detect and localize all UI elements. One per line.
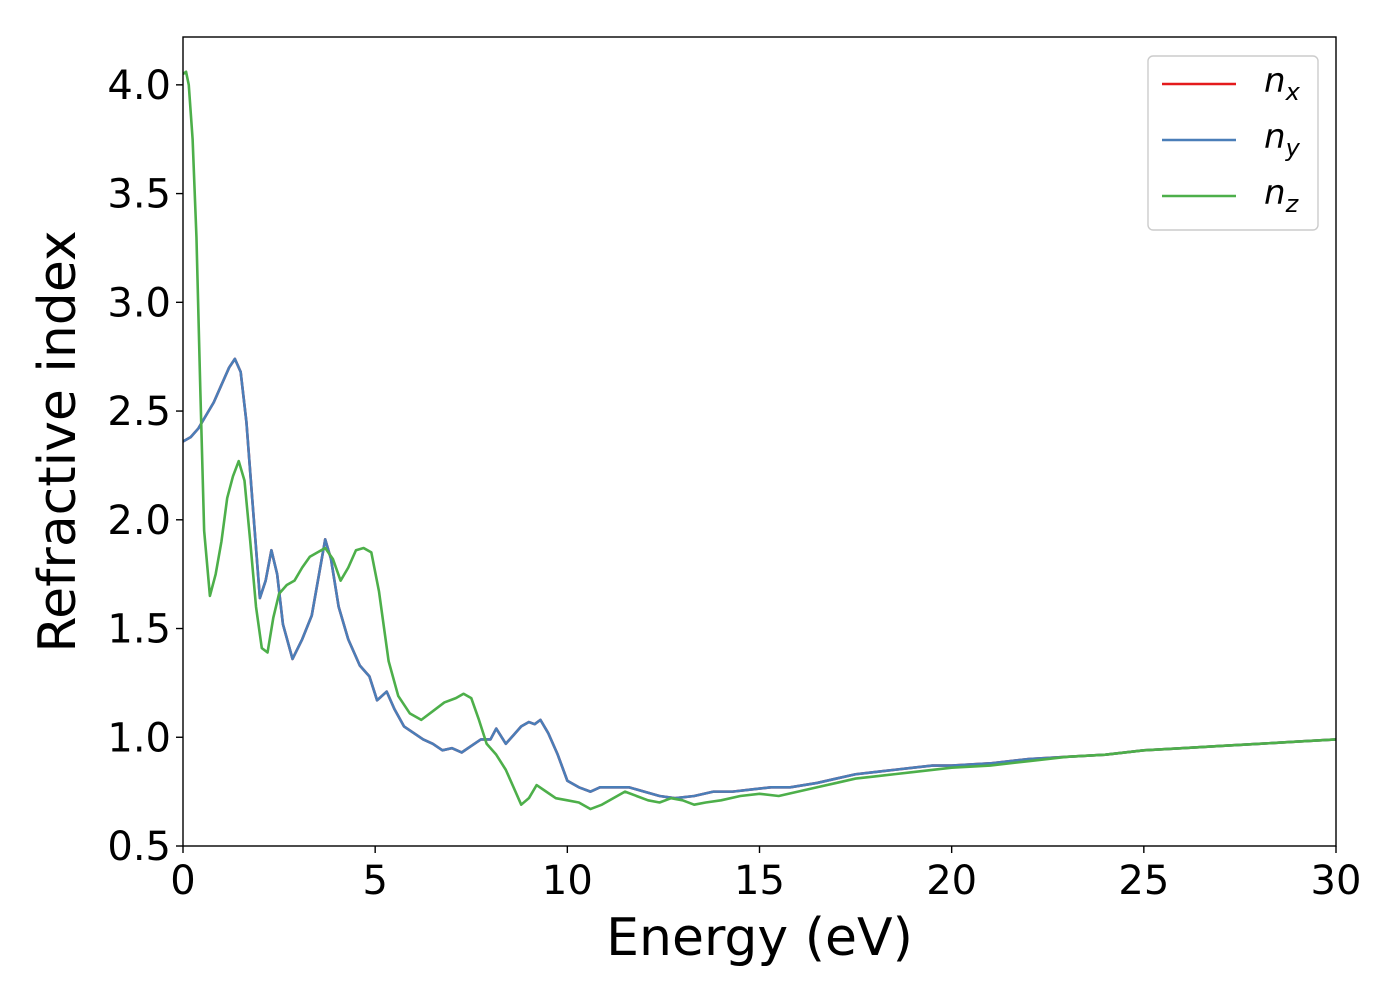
y-axis-ticks: 0.5 1.0 1.5 2.0 2.5 3.0 3.5 4.0 [107,63,183,870]
y-tick-label: 1.0 [107,715,171,761]
legend-label-subscript: y [1285,134,1301,162]
x-tick-label: 25 [1118,858,1169,904]
y-tick-label: 2.0 [107,498,171,544]
x-tick-label: 0 [170,858,195,904]
legend-label-z: nz [1264,173,1300,218]
legend-label-subscript: z [1285,190,1300,218]
legend-label-base: n [1264,173,1286,213]
x-tick-label: 10 [542,858,593,904]
x-axis-ticks: 0 5 10 15 20 25 30 [170,846,1361,904]
series-layer [183,70,1336,811]
x-axis-title: Energy (eV) [606,908,913,968]
legend-label-base: n [1264,117,1286,157]
series-line-y [183,357,1336,800]
legend-label-y: ny [1264,117,1301,162]
series-line-z [183,70,1336,811]
legend-label-subscript: x [1285,78,1301,106]
y-tick-label: 0.5 [107,824,171,870]
y-tick-label: 4.0 [107,63,171,109]
x-tick-label: 30 [1311,858,1362,904]
y-tick-label: 3.0 [107,280,171,326]
y-tick-label: 1.5 [107,607,171,653]
y-tick-label: 2.5 [107,389,171,435]
legend-box [1147,55,1319,231]
legend-label-base: n [1264,61,1286,101]
x-tick-label: 5 [362,858,387,904]
x-tick-label: 20 [926,858,977,904]
y-tick-label: 3.5 [107,172,171,218]
y-axis-title: Refractive index [28,230,88,652]
x-tick-label: 15 [734,858,785,904]
legend-label-x: nx [1264,61,1301,106]
series-line-x [183,357,1336,800]
